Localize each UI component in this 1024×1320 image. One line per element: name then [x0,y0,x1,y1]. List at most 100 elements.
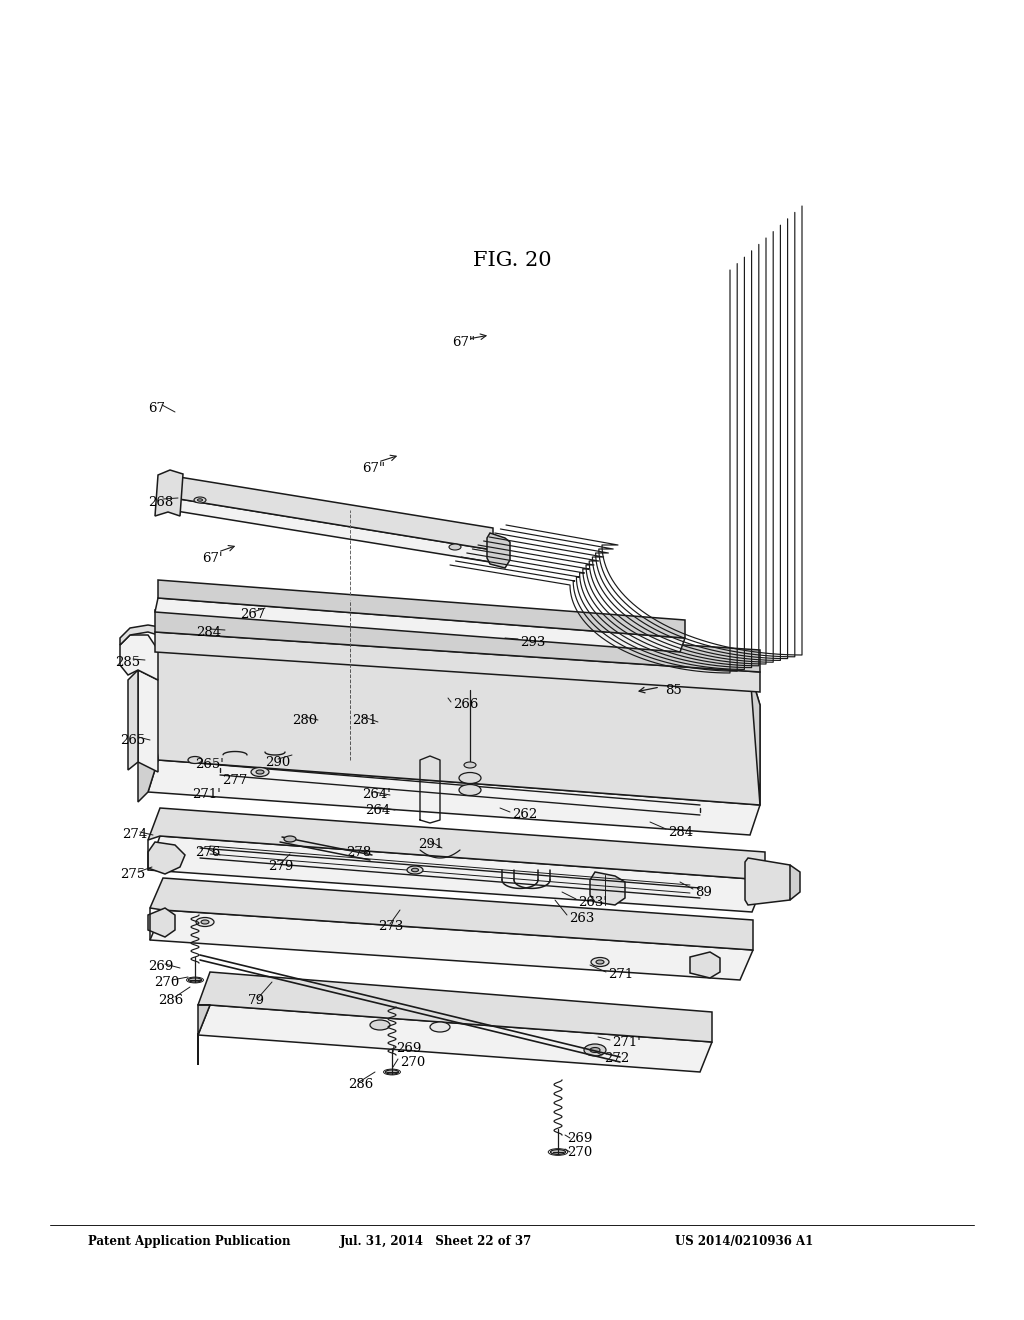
Ellipse shape [284,836,296,842]
Text: 270: 270 [567,1146,592,1159]
Polygon shape [173,477,493,550]
Polygon shape [158,579,685,638]
Polygon shape [745,858,795,906]
Ellipse shape [412,869,419,871]
Text: 273: 273 [378,920,403,933]
Polygon shape [120,635,158,680]
Polygon shape [148,760,760,836]
Text: 265: 265 [120,734,145,747]
Polygon shape [198,1005,712,1072]
Polygon shape [138,672,158,803]
Ellipse shape [584,1044,606,1056]
Text: 291: 291 [418,837,443,850]
Text: 284: 284 [668,825,693,838]
Text: 67": 67" [362,462,385,474]
Text: 271: 271 [608,969,633,982]
Ellipse shape [596,960,604,964]
Polygon shape [155,610,760,672]
Text: 67: 67 [148,401,165,414]
Text: 284: 284 [196,626,221,639]
Text: 281: 281 [352,714,377,726]
Text: Patent Application Publication: Patent Application Publication [88,1236,291,1249]
Text: 275: 275 [120,869,145,882]
Text: 271': 271' [612,1036,641,1049]
Ellipse shape [196,917,214,927]
Polygon shape [198,972,712,1041]
Ellipse shape [590,1048,600,1052]
Text: FIG. 20: FIG. 20 [473,251,551,269]
Ellipse shape [430,1022,450,1032]
Ellipse shape [251,767,269,776]
Text: 270: 270 [154,977,179,990]
Text: 270: 270 [400,1056,425,1068]
Text: 67": 67" [452,335,475,348]
Text: 269: 269 [148,961,173,974]
Text: 264': 264' [362,788,391,801]
Text: 278: 278 [346,846,372,859]
Polygon shape [155,470,183,516]
Polygon shape [155,632,760,692]
Text: 279: 279 [268,861,293,874]
Text: 285: 285 [115,656,140,668]
Polygon shape [150,909,753,979]
Text: 293: 293 [520,635,546,648]
Text: 266: 266 [453,698,478,711]
Polygon shape [138,671,158,772]
Text: 268: 268 [148,495,173,508]
Ellipse shape [407,866,423,874]
Ellipse shape [464,762,476,768]
Text: 290: 290 [265,755,290,768]
Text: 280: 280 [292,714,317,726]
Text: 263': 263' [578,895,607,908]
Text: US 2014/0210936 A1: US 2014/0210936 A1 [675,1236,813,1249]
Ellipse shape [188,756,202,763]
Polygon shape [590,873,625,906]
Ellipse shape [256,770,264,774]
Polygon shape [750,672,760,805]
Polygon shape [128,671,138,770]
Polygon shape [155,598,685,652]
Text: 265': 265' [195,759,224,771]
Polygon shape [148,836,765,912]
Text: 269: 269 [396,1043,421,1056]
Text: 264: 264 [365,804,390,817]
Ellipse shape [385,1071,398,1074]
Polygon shape [148,908,175,937]
Polygon shape [790,865,800,900]
Ellipse shape [459,772,481,784]
Text: 67': 67' [202,552,222,565]
Polygon shape [690,952,720,978]
Text: 286: 286 [158,994,183,1006]
Ellipse shape [201,920,209,924]
Ellipse shape [449,544,461,550]
Polygon shape [487,533,510,568]
Text: 276: 276 [195,846,220,858]
Polygon shape [198,1005,210,1065]
Text: 269: 269 [567,1131,592,1144]
Ellipse shape [591,957,609,966]
Ellipse shape [194,498,206,503]
Polygon shape [170,498,493,562]
Polygon shape [148,649,760,805]
Text: Jul. 31, 2014   Sheet 22 of 37: Jul. 31, 2014 Sheet 22 of 37 [340,1236,532,1249]
Ellipse shape [198,499,203,502]
Ellipse shape [370,1020,390,1030]
Text: 277: 277 [222,774,248,787]
Polygon shape [148,808,765,880]
Text: 267: 267 [240,609,265,622]
Text: 79: 79 [248,994,265,1006]
Ellipse shape [188,978,202,982]
Text: 272: 272 [604,1052,630,1064]
Ellipse shape [551,1150,565,1155]
Ellipse shape [459,784,481,796]
Text: 262: 262 [512,808,538,821]
Text: 271': 271' [193,788,221,801]
Polygon shape [148,842,185,874]
Text: 263: 263 [569,912,594,924]
Polygon shape [150,878,753,950]
Text: 286: 286 [348,1078,374,1092]
Polygon shape [120,624,165,649]
Text: 89: 89 [695,886,712,899]
Text: 274: 274 [122,829,147,842]
Text: 85: 85 [665,684,682,697]
